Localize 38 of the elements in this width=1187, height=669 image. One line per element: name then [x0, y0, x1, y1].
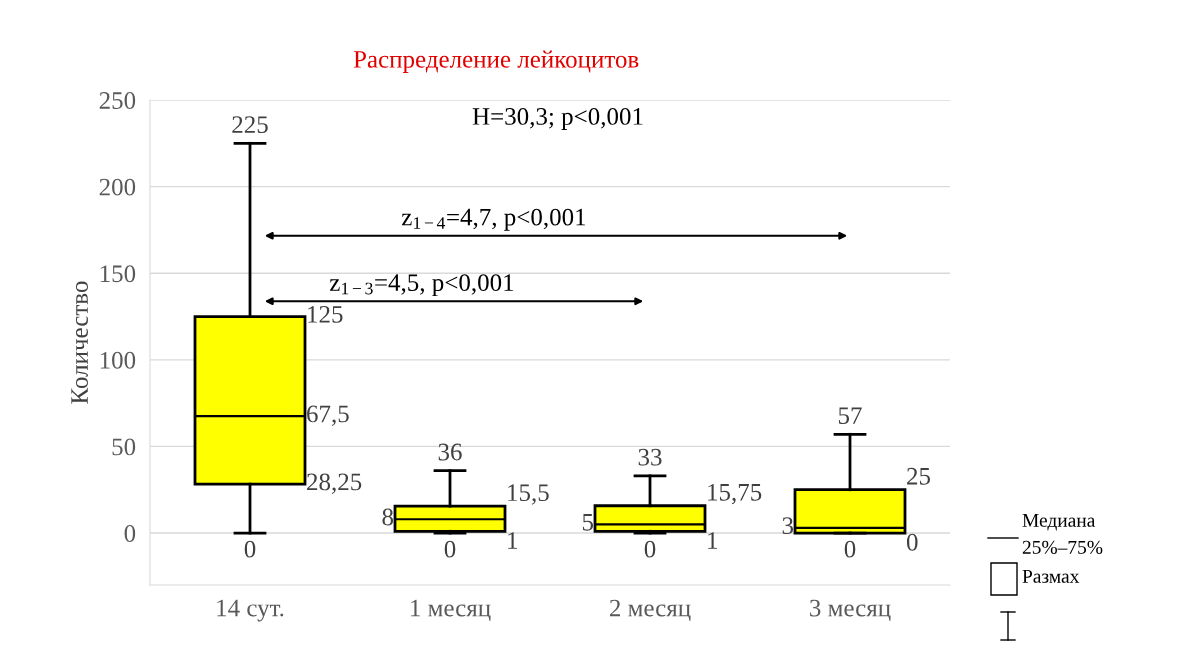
- x-tick-label: 14 сут.: [217, 599, 284, 622]
- text: 8: [382, 508, 394, 526]
- y-tick-label: 200: [99, 178, 136, 196]
- text: 3: [782, 517, 794, 535]
- text: 33: [638, 448, 662, 466]
- x-tick-label: 1 месяц: [411, 599, 491, 622]
- text: 1: [508, 532, 517, 549]
- y-axis-title: Количество: [71, 281, 88, 404]
- text: Размах: [1022, 569, 1080, 583]
- annotation: z$_{1−3}$=4,5, p<0,001: [329, 274, 514, 297]
- text: 25: [907, 467, 931, 485]
- text: Медиана: [1022, 513, 1096, 531]
- text: 57: [838, 407, 862, 425]
- text: 225: [232, 116, 268, 134]
- text: 0: [244, 540, 256, 558]
- y-tick-label: 250: [99, 92, 136, 109]
- text: 0: [906, 533, 918, 551]
- text: 0: [444, 540, 456, 558]
- text: 28,25: [307, 473, 362, 494]
- text: 0: [844, 540, 856, 558]
- text: 25%–75%: [1022, 540, 1103, 554]
- x-tick-label: 2 месяц: [609, 599, 691, 622]
- text: 15,5: [508, 484, 549, 505]
- annotation: H=30,3; p<0,001: [472, 108, 643, 130]
- text: 15,75: [708, 483, 762, 505]
- y-tick-label: 0: [124, 525, 136, 542]
- text: 36: [438, 443, 462, 461]
- annotation: z$_{1−4}$=4,7, p<0,001: [401, 208, 586, 231]
- y-tick-label: 100: [100, 351, 136, 369]
- text: 1: [708, 532, 717, 549]
- text: 0: [644, 540, 656, 558]
- x-tick-label: 3 месяц: [810, 599, 891, 622]
- text: 125: [308, 305, 343, 323]
- y-tick-label: 150: [100, 265, 136, 283]
- chart-title: Распределение лейкоцитов: [353, 50, 639, 73]
- text: 67,5: [307, 405, 349, 426]
- y-tick-label: 50: [112, 438, 136, 456]
- text: 5: [582, 514, 594, 531]
